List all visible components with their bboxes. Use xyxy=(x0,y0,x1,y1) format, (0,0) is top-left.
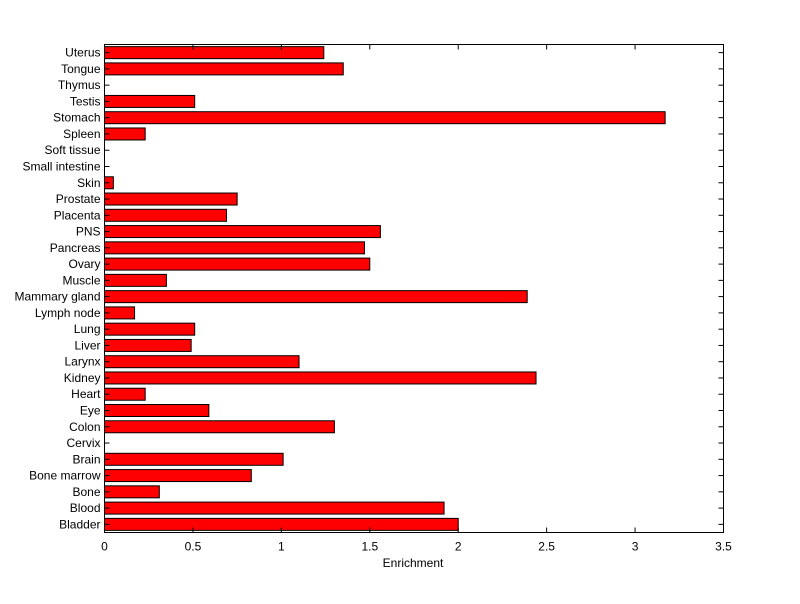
x-tick-label: 0 xyxy=(101,540,108,554)
bar-kidney xyxy=(104,371,537,385)
y-tick-label: Stomach xyxy=(53,111,100,125)
bar-larynx xyxy=(104,355,300,369)
y-tick-label: Colon xyxy=(69,420,100,434)
bar-bone-marrow xyxy=(104,469,252,483)
bar-mammary-gland xyxy=(104,290,528,304)
x-tick-label: 0.5 xyxy=(185,540,202,554)
y-tick-label: Kidney xyxy=(64,371,101,385)
bar-tongue xyxy=(104,62,344,76)
bar-colon xyxy=(104,420,335,434)
bar-testis xyxy=(104,94,196,108)
y-tick-label: Thymus xyxy=(58,78,101,92)
y-tick-label: Lymph node xyxy=(35,306,101,320)
bar-brain xyxy=(104,452,284,466)
x-axis-label: Enrichment xyxy=(383,556,444,570)
plot-area-frame xyxy=(104,44,724,533)
y-tick-label: Bone marrow xyxy=(29,469,101,483)
y-tick-label: Testis xyxy=(70,94,101,108)
y-tick-label: Ovary xyxy=(68,257,100,271)
bar-stomach xyxy=(104,111,666,125)
y-tick-label: Blood xyxy=(70,501,101,515)
y-tick-label: Tongue xyxy=(61,62,101,76)
bar-muscle xyxy=(104,273,167,287)
bar-lung xyxy=(104,322,196,336)
bar-eye xyxy=(104,404,210,417)
y-tick-label: Bone xyxy=(72,485,100,499)
y-tick-label: Muscle xyxy=(62,273,100,287)
bar-ovary xyxy=(104,257,371,271)
bar-liver xyxy=(104,338,192,352)
y-tick-label: Uterus xyxy=(65,46,100,60)
bar-placenta xyxy=(104,208,228,222)
y-tick-label: Spleen xyxy=(63,127,100,141)
y-tick-label: Soft tissue xyxy=(44,143,100,157)
y-tick-label: Prostate xyxy=(56,192,101,206)
x-tick-label: 3 xyxy=(632,540,639,554)
y-tick-label: PNS xyxy=(76,225,101,239)
y-tick-label: Heart xyxy=(71,387,101,401)
bar-spleen xyxy=(104,127,146,141)
y-tick-label: Placenta xyxy=(54,208,101,222)
x-tick-label: 1.5 xyxy=(361,540,378,554)
y-tick-label: Bladder xyxy=(59,517,100,531)
y-tick-label: Skin xyxy=(77,176,100,190)
y-tick-label: Liver xyxy=(74,338,100,352)
x-tick-label: 2.5 xyxy=(538,540,555,554)
bar-uterus xyxy=(104,46,325,60)
x-tick-label: 3.5 xyxy=(715,540,732,554)
y-tick-label: Pancreas xyxy=(50,241,101,255)
y-tick-label: Cervix xyxy=(66,436,100,450)
x-tick-label: 1 xyxy=(278,540,285,554)
y-tick-label: Larynx xyxy=(64,355,100,369)
x-tick-label: 2 xyxy=(455,540,462,554)
y-tick-label: Mammary gland xyxy=(14,290,100,304)
y-tick-label: Lung xyxy=(74,322,101,336)
bar-heart xyxy=(104,387,146,401)
bar-blood xyxy=(104,501,445,515)
y-tick-label: Eye xyxy=(80,404,101,418)
bar-pancreas xyxy=(104,241,365,255)
bar-prostate xyxy=(104,192,238,206)
y-tick-label: Small intestine xyxy=(22,160,100,174)
bar-pns xyxy=(104,225,381,239)
bar-bone xyxy=(104,485,160,499)
y-tick-label: Brain xyxy=(72,452,100,466)
